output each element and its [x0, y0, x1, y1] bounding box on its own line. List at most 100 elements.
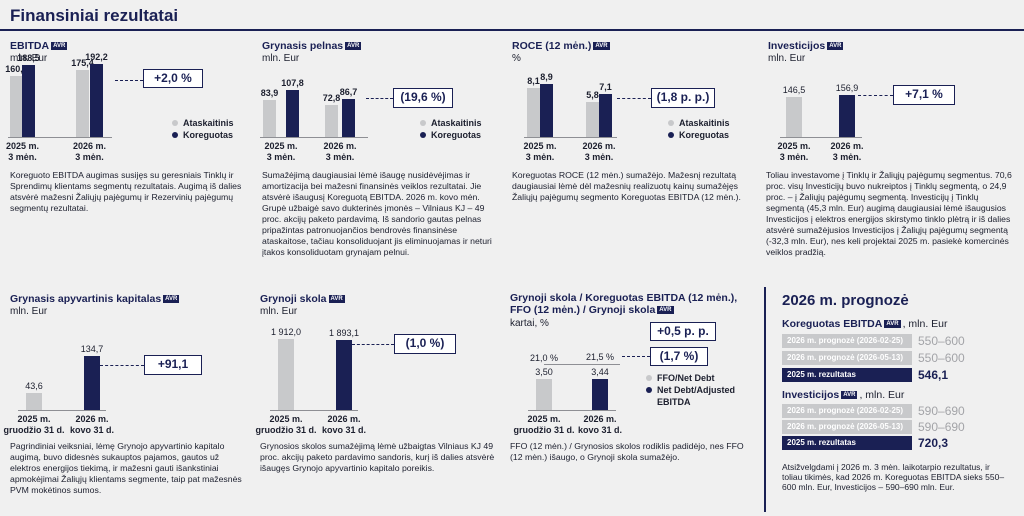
roce-category-label-2: 2026 m. 3 mėn.	[582, 141, 616, 162]
legend-item-ffo: FFO/Net Debt	[646, 372, 735, 384]
gross_profit-value-label: 83,9	[260, 88, 279, 99]
forecast-ebitda-title-text: Koreguotas EBITDA	[782, 318, 883, 330]
legend-label: Koreguotas	[431, 130, 482, 140]
forecast-investments-title-text: Investicijos	[782, 389, 840, 401]
working-capital-title-text: Grynasis apyvartinis kapitalas	[10, 293, 162, 305]
ratios-callout-connector	[622, 356, 650, 357]
roce-bar-reported-2	[586, 102, 599, 137]
gross-profit-change-callout: (19,6 %)	[393, 88, 453, 108]
gross_profit-bar-reported-2	[325, 104, 338, 137]
investments-value-label: 146,5	[782, 85, 806, 96]
legend-label: Ataskaitinis	[183, 118, 234, 128]
legend-label: Koreguotas	[183, 130, 234, 140]
net-debt-change-callout: (1,0 %)	[394, 334, 456, 354]
gross-profit-description: Sumažėjimą daugiausiai lėmė išaugę nusid…	[262, 170, 492, 257]
gross_profit-value-label: 86,7	[339, 86, 358, 97]
avr-badge: AVR	[345, 42, 362, 50]
legend-item-reported: Ataskaitinis	[668, 117, 730, 129]
legend-item-netdebt: Net Debt/Adjusted	[646, 384, 735, 396]
forecast-inv-row-3-label: 2025 m. rezultatas	[782, 436, 912, 450]
roce-title: ROCE (12 mėn.) AVR	[512, 40, 610, 52]
navy-dot-icon	[668, 132, 674, 138]
page-title: Finansiniai rezultatai	[10, 6, 179, 25]
net_debt-value-label: 1 912,0	[270, 327, 302, 338]
ratios-category-label-2: 2026 m. kovo 31 d.	[577, 414, 623, 435]
gross_profit-category-label-2: 2026 m. 3 mėn.	[323, 141, 357, 162]
working-capital-unit: mln. Eur	[10, 306, 48, 317]
working-capital-callout-connector	[100, 365, 144, 366]
investments-change-callout: +7,1 %	[893, 85, 955, 105]
gross-profit-unit: mln. Eur	[262, 53, 300, 64]
working_capital-category-label-2: 2026 m. kovo 31 d.	[69, 414, 115, 435]
ratios-ffo-point-label-2: 21,5 %	[585, 352, 615, 362]
ebitda-value-label: 175,4	[71, 58, 94, 69]
ebitda-category-label-2: 2026 m. 3 mėn.	[72, 141, 107, 162]
ratios-unit: kartai, %	[510, 318, 549, 329]
working_capital-value-label: 43,6	[25, 380, 43, 391]
legend-item-adjusted: Koreguotas	[420, 129, 482, 141]
ebitda-title-text: EBITDA	[10, 40, 50, 52]
forecast-unit: , mln. Eur	[859, 389, 905, 401]
working_capital-x-axis	[18, 410, 106, 411]
legend-label: Ataskaitinis	[679, 118, 730, 128]
investments-callout-connector	[858, 95, 893, 96]
investments-x-axis	[780, 137, 862, 138]
navy-dot-icon	[420, 132, 426, 138]
net_debt-x-axis	[270, 410, 358, 411]
net-debt-title-text: Grynoji skola	[260, 293, 327, 305]
net_debt-category-label-2: 2026 m. kovo 31 d.	[321, 414, 367, 435]
forecast-inv-row-2-value: 590–690	[918, 420, 965, 434]
grey-dot-icon	[420, 120, 426, 126]
ratios-legend: FFO/Net Debt Net Debt/Adjusted EBITDA	[646, 372, 735, 408]
net_debt-category-label-1: 2025 m. gruodžio 31 d.	[255, 414, 317, 435]
forecast-inv-row-1-value: 590–690	[918, 404, 965, 418]
investments-category-label-1: 2025 m. 3 mėn.	[777, 141, 811, 162]
legend-item-reported: Ataskaitinis	[172, 117, 234, 129]
ratios-bar-netdebt-2	[592, 379, 608, 410]
avr-badge: AVR	[593, 42, 610, 50]
ebitda-bar-reported-1	[10, 76, 23, 137]
forecast-inv-row-3-value: 720,3	[918, 436, 949, 450]
net_debt-value-label: 1 893,1	[328, 327, 360, 338]
working_capital-bar-1	[26, 392, 42, 410]
roce-callout-connector	[617, 98, 651, 99]
ratios-ffo-line	[544, 364, 620, 365]
roce-bar-adjusted-1	[540, 83, 553, 137]
avr-badge: AVR	[884, 320, 901, 328]
forecast-ebitda-row-2-value: 550–600	[918, 351, 965, 365]
investments-value-label: 156,9	[835, 82, 859, 93]
investments-bar-2	[839, 94, 855, 137]
investments-title: Investicijos AVR	[768, 40, 844, 52]
net-debt-callout-connector	[352, 344, 394, 345]
ratios-ffo-change-callout: +0,5 p. p.	[650, 322, 716, 341]
ebitda-bar-reported-2	[76, 70, 89, 137]
forecast-unit: , mln. Eur	[902, 318, 948, 330]
ebitda-category-label-1: 2025 m. 3 mėn.	[5, 141, 40, 162]
roce-legend: Ataskaitinis Koreguotas	[668, 117, 730, 141]
gross_profit-bar-adjusted-2	[342, 98, 355, 137]
gross_profit-x-axis	[260, 137, 368, 138]
investments-unit: mln. Eur	[768, 53, 806, 64]
legend-item-adjusted: Koreguotas	[668, 129, 730, 141]
roce-description: Koreguotas ROCE (12 mėn.) sumažėjo. Maže…	[512, 170, 741, 202]
investments-category-label-2: 2026 m. 3 mėn.	[830, 141, 864, 162]
gross_profit-bar-reported-1	[263, 100, 276, 137]
roce-value-label: 5,8	[586, 90, 599, 101]
gross_profit-category-label-1: 2025 m. 3 mėn.	[264, 141, 298, 162]
ebitda-value-label: 188,5	[17, 53, 40, 64]
ratios-x-axis	[528, 410, 616, 411]
grey-dot-icon	[646, 375, 652, 381]
ratios-netdebt-change-callout: (1,7 %)	[650, 347, 708, 366]
working_capital-value-label: 134,7	[80, 344, 104, 355]
gross-profit-title-text: Grynasis pelnas	[262, 40, 344, 52]
ratios-category-label-1: 2025 m. gruodžio 31 d.	[513, 414, 575, 435]
gross-profit-legend: Ataskaitinis Koreguotas	[420, 117, 482, 141]
legend-label-cont: EBITDA	[657, 397, 691, 407]
ebitda-change-callout: +2,0 %	[143, 69, 203, 88]
forecast-ebitda-row-3-value: 546,1	[918, 368, 949, 382]
ebitda-bar-adjusted-1	[22, 65, 35, 137]
forecast-investments-title: Investicijos AVR, mln. Eur	[782, 389, 904, 401]
title-divider	[0, 29, 1024, 31]
working_capital-bar-2	[84, 356, 100, 410]
net-debt-title: Grynoji skola AVR	[260, 293, 345, 305]
